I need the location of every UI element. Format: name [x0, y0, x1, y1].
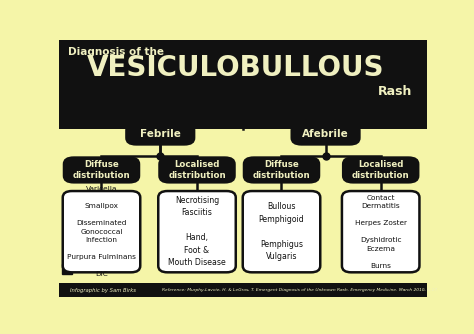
Text: VESICULOBULLOUS: VESICULOBULLOUS	[87, 54, 384, 82]
FancyBboxPatch shape	[59, 40, 427, 129]
Text: Varicella

Smallpox

Disseminated
Gonococcal
Infection

Purpura Fulminans

DIC: Varicella Smallpox Disseminated Gonococc…	[67, 186, 136, 277]
Text: Infographic by Sam Birks: Infographic by Sam Birks	[70, 288, 136, 293]
Text: Febrile: Febrile	[140, 129, 181, 139]
FancyBboxPatch shape	[342, 156, 419, 184]
FancyBboxPatch shape	[125, 122, 195, 146]
FancyBboxPatch shape	[342, 191, 419, 272]
Text: Bullous
Pemphigoid

Pemphigus
Vulgaris: Bullous Pemphigoid Pemphigus Vulgaris	[259, 202, 304, 261]
FancyBboxPatch shape	[59, 283, 427, 297]
Text: Diffuse
distribution: Diffuse distribution	[73, 160, 130, 180]
Text: @BirksMD: @BirksMD	[76, 266, 111, 272]
FancyBboxPatch shape	[158, 191, 236, 272]
FancyBboxPatch shape	[243, 156, 320, 184]
FancyBboxPatch shape	[63, 191, 140, 272]
Text: Localised
distribution: Localised distribution	[168, 160, 226, 180]
FancyBboxPatch shape	[158, 156, 236, 184]
Text: Rash: Rash	[377, 85, 412, 98]
Text: Localised
distribution: Localised distribution	[352, 160, 410, 180]
FancyBboxPatch shape	[63, 156, 140, 184]
Text: Afebrile: Afebrile	[302, 129, 349, 139]
Text: Diagnosis of the: Diagnosis of the	[68, 47, 164, 57]
Text: Contact
Dermatitis

Herpes Zoster

Dyshidrotic
Eczema

Burns: Contact Dermatitis Herpes Zoster Dyshidr…	[355, 195, 407, 269]
Text: Diffuse
distribution: Diffuse distribution	[253, 160, 310, 180]
FancyBboxPatch shape	[243, 191, 320, 272]
FancyBboxPatch shape	[291, 122, 361, 146]
Text: Reference: Murphy-Lavoie, H. & LeGros, T. Emergent Diagnosis of the Unknown Rash: Reference: Murphy-Lavoie, H. & LeGros, T…	[162, 288, 438, 292]
Text: Necrotising
Fasciitis

Hand,
Foot &
Mouth Disease: Necrotising Fasciitis Hand, Foot & Mouth…	[168, 196, 226, 268]
